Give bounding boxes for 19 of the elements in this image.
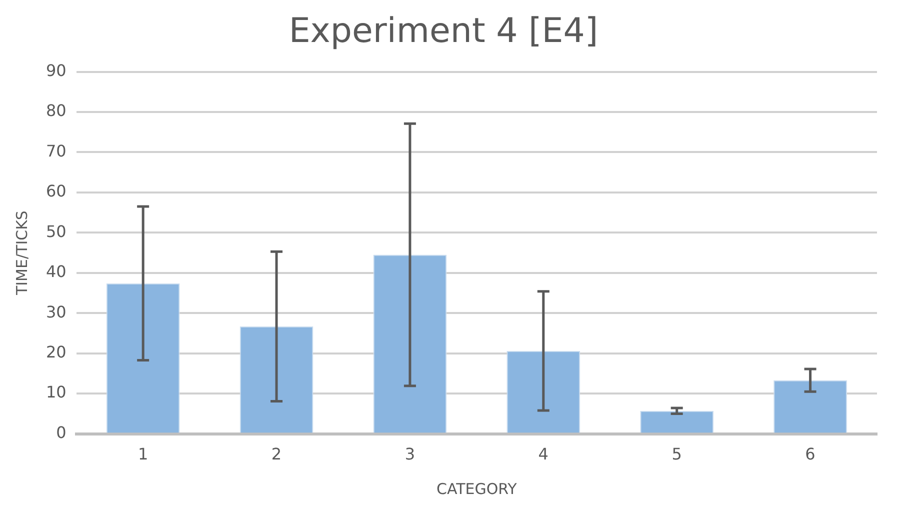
x-tick-label: 6 bbox=[805, 444, 816, 464]
x-axis-title: CATEGORY bbox=[436, 480, 518, 498]
y-tick-label: 50 bbox=[46, 222, 66, 241]
x-tick-label: 4 bbox=[538, 444, 548, 464]
y-tick-label: 80 bbox=[46, 101, 66, 120]
y-tick-label: 30 bbox=[46, 302, 66, 322]
x-tick-label: 2 bbox=[271, 444, 282, 464]
y-tick-label: 60 bbox=[46, 182, 66, 201]
y-axis-title: TIME/TICKS bbox=[12, 210, 31, 296]
y-tick-label: 10 bbox=[46, 382, 66, 402]
y-tick-label: 90 bbox=[46, 60, 66, 80]
y-tick-label: 70 bbox=[46, 141, 66, 160]
y-tick-label: 40 bbox=[46, 262, 66, 282]
chart-title: Experiment 4 [E4] bbox=[288, 11, 598, 52]
y-tick-label: 20 bbox=[46, 342, 66, 362]
x-tick-label: 1 bbox=[138, 444, 148, 464]
x-tick-label: 5 bbox=[672, 444, 682, 464]
y-tick-label: 0 bbox=[56, 422, 66, 442]
x-tick-label: 3 bbox=[404, 444, 416, 464]
